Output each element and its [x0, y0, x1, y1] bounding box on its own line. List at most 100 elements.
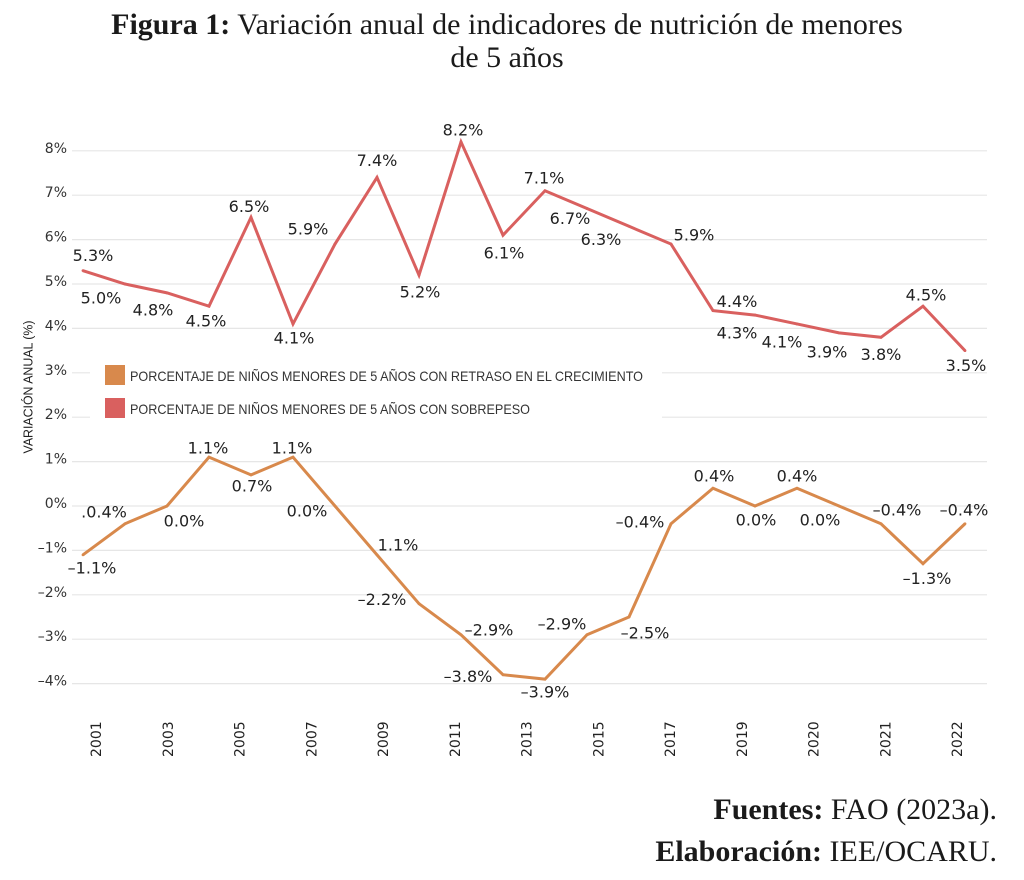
data-point: [165, 504, 169, 508]
data-label: –3.9%: [521, 683, 570, 702]
data-point: [543, 189, 547, 193]
data-point: [753, 313, 757, 317]
data-label: 3.5%: [946, 356, 987, 375]
data-label: 5.2%: [400, 283, 441, 302]
data-point: [165, 291, 169, 295]
data-label: 4.1%: [274, 328, 315, 347]
data-label: 3.8%: [861, 345, 902, 364]
x-tick-label: 2019: [735, 721, 751, 757]
data-label: 6.7%: [550, 209, 591, 228]
data-label: 4.4%: [717, 292, 758, 311]
data-point: [585, 207, 589, 210]
data-point: [333, 504, 337, 508]
data-label: 4.5%: [906, 286, 947, 305]
data-label: –1.1%: [68, 558, 117, 577]
data-point: [123, 522, 127, 526]
y-tick-label: –2%: [38, 585, 67, 601]
data-label: 6.1%: [484, 244, 525, 263]
figure-footer: Fuentes: FAO (2023a). Elaboración: IEE/O…: [655, 789, 997, 873]
y-tick-label: 4%: [45, 318, 67, 334]
data-label: 0.4%: [777, 467, 818, 486]
data-point: [501, 673, 505, 677]
data-point: [963, 522, 967, 526]
legend-label-stunting: PORCENTAJE DE NIÑOS MENORES DE 5 AÑOS CO…: [130, 368, 643, 384]
data-label: 0.4%: [694, 467, 735, 486]
data-label: 5.3%: [73, 246, 114, 265]
data-label: –2.5%: [621, 624, 670, 643]
series-points: [81, 140, 967, 681]
x-tick-label: 2001: [89, 721, 105, 757]
data-point: [375, 553, 379, 557]
figure-title-line2: de 5 años: [450, 41, 564, 74]
x-tick-label: 2015: [591, 721, 607, 757]
data-point: [459, 140, 463, 144]
data-label: –2.9%: [538, 614, 587, 633]
gridlines: [72, 150, 987, 685]
data-label: –2.2%: [358, 590, 407, 609]
data-point: [879, 335, 883, 339]
data-point: [921, 562, 925, 566]
data-label: –3.8%: [444, 667, 493, 686]
data-point: [333, 242, 337, 246]
y-tick-label: 6%: [45, 230, 67, 246]
data-label: –1.3%: [903, 569, 952, 588]
x-tick-label: 2011: [448, 721, 464, 757]
x-tick-label: 2003: [161, 721, 177, 757]
data-label: 6.3%: [581, 230, 622, 249]
x-tick-label: 2017: [663, 721, 679, 757]
data-point: [627, 615, 631, 619]
data-point: [81, 269, 85, 273]
x-tick-label: 2020: [807, 721, 823, 757]
x-tick-label: 2013: [520, 721, 536, 757]
y-tick-label: 5%: [45, 274, 67, 290]
figure-title-line1: Variación anual de indicadores de nutric…: [237, 8, 903, 41]
data-point: [543, 677, 547, 681]
data-label: 4.3%: [717, 324, 758, 343]
data-point: [81, 553, 85, 557]
data-point: [249, 473, 253, 477]
data-point: [207, 304, 211, 308]
data-point: [879, 522, 883, 526]
data-point: [585, 633, 589, 637]
data-label: 8.2%: [443, 120, 484, 139]
x-tick-label: 2009: [376, 721, 392, 757]
x-axis-ticks: 2001 2003 2005 2007 2009 2011 2013 2015 2017 2019…: [89, 721, 966, 757]
data-label: 0.0%: [736, 511, 777, 530]
data-label: –0.4%: [940, 500, 989, 519]
data-labels: –1.1%.0.4% 0.0%1.1%0.7%1.1%0.0%1.1%–2.2%–…: [68, 120, 989, 701]
y-tick-label: 8%: [45, 141, 67, 157]
y-axis-ticks: 8% 7% 6% 5% 4% 3% 2% 1% 0% –1% –2% –3% –4%: [38, 141, 67, 690]
legend-background: [90, 355, 662, 427]
data-label: 1.1%: [272, 439, 313, 458]
data-point: [249, 216, 253, 219]
data-point: [123, 282, 127, 286]
x-tick-label: 2022: [950, 721, 966, 757]
data-point: [711, 309, 715, 313]
data-point: [963, 349, 967, 352]
data-label: 0.0%: [800, 511, 841, 530]
figure-title: Figura 1: Variación anual de indicadores…: [0, 8, 1014, 74]
y-axis-label: VARIACIÓN ANUAL (%): [21, 321, 36, 454]
sources-line: Fuentes: FAO (2023a).: [655, 789, 997, 831]
y-tick-label: –3%: [38, 629, 67, 645]
legend-label-overweight: PORCENTAJE DE NIÑOS MENORES DE 5 AÑOS CO…: [130, 401, 530, 417]
x-tick-label: 2021: [878, 721, 894, 757]
data-label: –0.4%: [616, 512, 665, 531]
data-point: [795, 322, 799, 326]
data-label: 0.7%: [232, 476, 273, 495]
data-point: [795, 486, 799, 490]
data-point: [459, 633, 463, 637]
data-label: 3.9%: [807, 342, 848, 361]
data-label: 7.4%: [357, 151, 398, 170]
data-label: 4.8%: [133, 300, 174, 319]
credit-label: Elaboración:: [655, 835, 822, 868]
data-label: 4.1%: [762, 332, 803, 351]
y-tick-label: 0%: [45, 496, 67, 512]
y-tick-label: –4%: [38, 674, 67, 690]
data-label: 0.0%: [164, 512, 205, 531]
data-point: [417, 273, 421, 277]
series-lines: [82, 137, 967, 681]
data-point: [837, 331, 841, 335]
sources-value: FAO (2023a).: [830, 793, 997, 826]
data-point: [669, 522, 673, 526]
